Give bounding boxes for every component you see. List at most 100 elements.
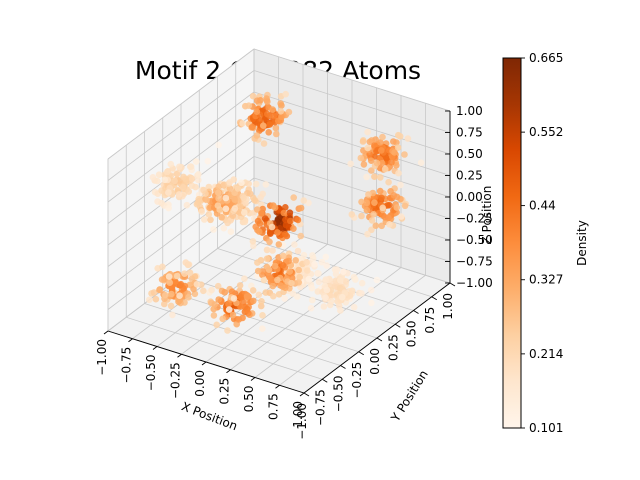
data-point — [258, 210, 265, 217]
data-point — [281, 295, 288, 302]
data-point — [390, 138, 397, 145]
data-point — [370, 211, 377, 218]
data-point — [192, 158, 200, 165]
gridline-z-back — [253, 177, 451, 241]
data-point — [278, 102, 285, 109]
data-point — [166, 279, 174, 287]
data-point — [328, 297, 335, 305]
data-point — [323, 286, 331, 294]
data-point — [398, 213, 405, 220]
x-tick — [152, 346, 158, 350]
data-point — [292, 257, 300, 264]
data-point — [205, 183, 213, 191]
data-point — [251, 196, 258, 204]
data-point — [287, 217, 294, 225]
gridline-y-floor — [162, 289, 359, 353]
data-point — [224, 327, 231, 334]
data-point — [146, 296, 153, 304]
data-point — [185, 188, 192, 195]
data-point — [304, 267, 311, 274]
data-point — [158, 276, 166, 283]
x-tick-label: 0.75 — [267, 393, 281, 420]
y-axis-label: Y Position — [388, 368, 431, 425]
data-point — [229, 311, 237, 319]
data-point — [294, 293, 301, 300]
gridline-z-left — [107, 48, 255, 160]
z-tick-label: −0.25 — [456, 212, 493, 226]
data-point — [185, 261, 193, 268]
data-point — [249, 92, 257, 100]
gridline-z-back — [253, 70, 451, 133]
data-point — [315, 278, 323, 286]
data-point — [253, 97, 261, 104]
data-point — [367, 286, 375, 294]
data-point — [231, 205, 239, 212]
data-point — [372, 222, 380, 229]
data-point — [395, 169, 402, 177]
data-point — [381, 165, 389, 173]
data-point — [249, 287, 257, 294]
data-point — [396, 133, 404, 140]
data-point — [286, 209, 294, 216]
data-point — [252, 180, 260, 188]
x-tick-label: 1.00 — [291, 401, 305, 428]
data-point — [373, 276, 381, 284]
data-point — [390, 192, 398, 199]
data-point — [377, 139, 384, 146]
data-points — [146, 90, 425, 334]
y-tick-label: 0.50 — [405, 321, 419, 348]
data-point — [391, 149, 398, 156]
data-point — [320, 303, 328, 310]
gridline-z-back — [253, 113, 451, 176]
data-point — [280, 209, 288, 217]
data-point — [225, 306, 233, 313]
data-point — [274, 229, 281, 236]
data-point — [257, 194, 264, 201]
data-point — [172, 278, 179, 285]
data-point — [363, 173, 370, 181]
data-point — [352, 276, 359, 283]
data-point — [272, 124, 280, 132]
data-point — [297, 204, 305, 212]
z-tick-label: 0.75 — [456, 126, 483, 140]
data-point — [229, 212, 236, 219]
y-tick — [303, 392, 310, 397]
data-point — [269, 106, 277, 113]
data-point — [179, 184, 187, 191]
data-point — [271, 204, 279, 211]
data-point — [159, 263, 166, 271]
data-point — [365, 191, 372, 198]
data-point — [231, 196, 239, 204]
data-point — [277, 282, 284, 289]
data-point — [300, 197, 308, 204]
data-point — [378, 222, 386, 230]
x-tick — [226, 369, 231, 374]
data-point — [241, 218, 249, 226]
data-point — [271, 262, 279, 270]
data-point — [245, 102, 253, 109]
x-tick-label: 0.25 — [218, 378, 232, 405]
data-point — [285, 108, 293, 116]
y-tick — [376, 337, 383, 342]
data-point — [347, 160, 354, 168]
x-tick-label: −0.75 — [120, 347, 134, 384]
data-point — [368, 217, 376, 224]
data-point — [258, 298, 265, 305]
data-point — [168, 290, 175, 298]
z-tick-label: 0.25 — [456, 169, 483, 183]
x-tick — [128, 338, 133, 343]
data-point — [177, 280, 185, 288]
gridline-z-left — [107, 91, 255, 203]
data-point — [200, 287, 207, 295]
data-point — [309, 254, 317, 262]
colorbar-tick-label: 0.665 — [529, 51, 563, 65]
y-tick — [413, 310, 419, 314]
data-point — [401, 202, 409, 210]
data-point — [388, 159, 395, 166]
data-point — [393, 204, 401, 211]
data-point — [181, 270, 188, 278]
data-point — [269, 247, 276, 254]
data-point — [210, 312, 218, 319]
data-point — [300, 251, 308, 259]
data-point — [373, 159, 381, 167]
